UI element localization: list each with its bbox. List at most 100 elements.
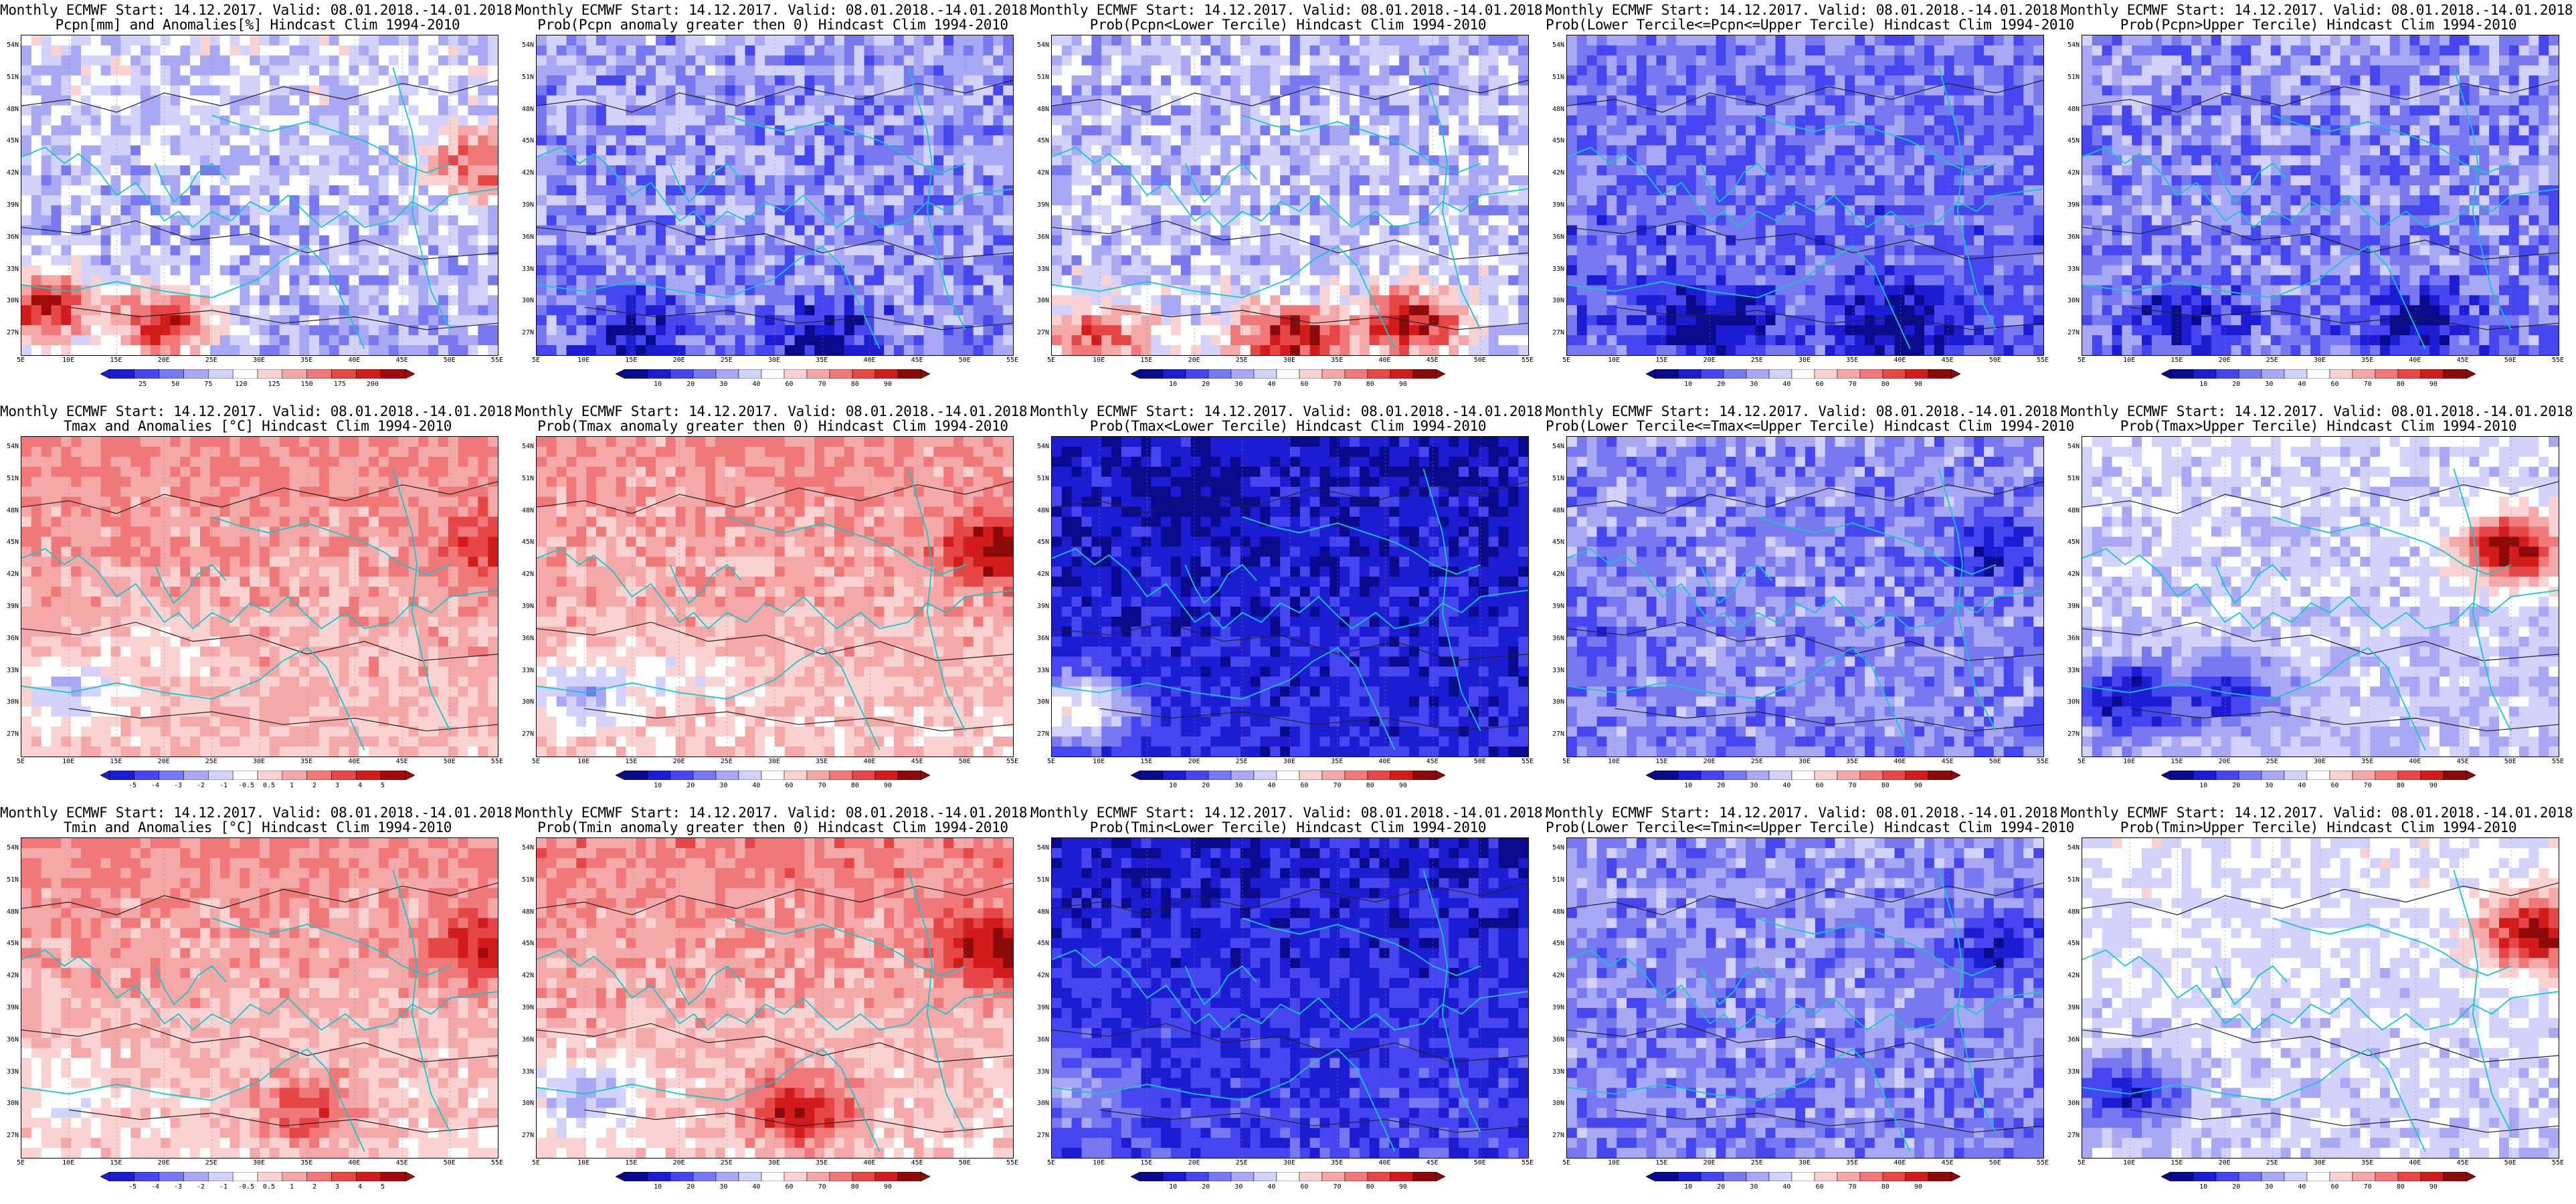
x-tick-label: 35E xyxy=(808,357,835,364)
heat-cell xyxy=(229,305,240,316)
heat-cell xyxy=(1478,335,1489,346)
heat-cell xyxy=(170,145,181,156)
heat-cell xyxy=(735,335,746,346)
heat-cell xyxy=(379,305,389,316)
heat-cell xyxy=(1924,35,1935,46)
heat-cell xyxy=(359,175,369,186)
heat-cell xyxy=(190,255,201,266)
heat-cell xyxy=(289,135,300,146)
heat-cell xyxy=(71,285,82,296)
heat-cell xyxy=(41,235,52,246)
heat-cell xyxy=(1270,295,1281,306)
heat-cell xyxy=(725,75,736,86)
heat-cell xyxy=(41,95,52,106)
heat-cell xyxy=(626,55,636,66)
heat-cell xyxy=(606,225,617,236)
heat-cell xyxy=(824,275,835,286)
heat-cell xyxy=(190,265,201,276)
heat-cell xyxy=(1478,165,1489,176)
heat-cell xyxy=(1200,245,1211,256)
heat-cell xyxy=(596,135,607,146)
heat-cell xyxy=(834,335,845,346)
heat-cell xyxy=(1151,135,1162,146)
heat-cell xyxy=(784,285,796,296)
heat-cell xyxy=(458,75,469,86)
heat-cell xyxy=(349,245,359,256)
heat-cell xyxy=(566,215,577,226)
heat-cell xyxy=(1498,135,1509,146)
heat-cell xyxy=(150,235,161,246)
heat-cell xyxy=(31,175,42,186)
heat-cell xyxy=(784,155,796,166)
heat-cell xyxy=(209,335,221,346)
heat-cell xyxy=(586,225,597,236)
heat-cell xyxy=(1121,55,1132,66)
heat-cell xyxy=(1290,345,1301,355)
heat-cell xyxy=(339,235,350,246)
heat-cell xyxy=(349,225,359,236)
heat-cell xyxy=(745,105,755,116)
heat-cell xyxy=(1359,145,1370,156)
heat-cell xyxy=(556,245,567,256)
heat-cell xyxy=(438,275,449,286)
heat-cell xyxy=(894,305,905,316)
heat-cell xyxy=(1449,335,1459,346)
heat-cell xyxy=(438,215,449,226)
heat-cell xyxy=(1220,95,1231,106)
heat-cell xyxy=(349,75,359,86)
heat-cell xyxy=(81,245,92,256)
heat-cell xyxy=(1101,325,1112,336)
heat-cell xyxy=(428,125,439,136)
heat-cell xyxy=(685,275,696,286)
colorbar-label: 90 xyxy=(875,381,901,388)
heat-cell xyxy=(1586,45,1598,56)
heat-cell xyxy=(61,235,72,246)
heat-cell xyxy=(537,325,547,336)
heat-cell xyxy=(616,235,627,246)
heat-cell xyxy=(160,35,171,46)
x-tick-label: 10E xyxy=(55,357,82,364)
heat-cell xyxy=(675,55,686,66)
heat-cell xyxy=(1141,325,1152,336)
heat-cell xyxy=(1359,85,1370,96)
heat-cell xyxy=(369,165,379,176)
heat-cell xyxy=(1498,125,1509,136)
heat-cell xyxy=(993,135,1004,146)
heat-cell xyxy=(209,125,221,136)
heat-cell xyxy=(794,85,806,96)
heat-cell xyxy=(1795,55,1806,66)
heat-cell xyxy=(150,315,161,326)
heat-cell xyxy=(41,195,52,206)
heat-cell xyxy=(894,55,905,66)
heat-cell xyxy=(983,275,994,286)
heat-cell xyxy=(1478,315,1489,326)
heat-cell xyxy=(1498,105,1509,116)
heat-cell xyxy=(250,105,260,116)
heat-cell xyxy=(200,265,211,276)
heat-cell xyxy=(1200,85,1211,96)
heat-cell xyxy=(983,145,994,156)
heat-cell xyxy=(1329,185,1340,196)
heat-cell xyxy=(546,55,557,66)
heat-cell xyxy=(369,245,379,256)
heat-cell xyxy=(765,295,775,306)
heat-cell xyxy=(546,295,557,306)
heat-cell xyxy=(150,155,161,166)
heat-cell xyxy=(200,305,211,316)
heat-cell xyxy=(1220,305,1231,316)
heat-cell xyxy=(279,275,290,286)
heat-cell xyxy=(695,85,706,96)
heat-cell xyxy=(1240,95,1251,106)
heat-cell xyxy=(349,335,359,346)
heat-cell xyxy=(913,135,925,146)
heat-cell xyxy=(1340,45,1350,56)
heat-cell xyxy=(1449,45,1459,56)
heat-cell xyxy=(61,345,72,355)
heat-cell xyxy=(1488,345,1499,355)
heat-cell xyxy=(180,295,191,306)
heat-cell xyxy=(279,315,290,326)
heat-cell xyxy=(299,255,310,266)
heat-cell xyxy=(1270,165,1281,176)
heat-cell xyxy=(339,285,350,296)
heat-cell xyxy=(1270,35,1281,46)
